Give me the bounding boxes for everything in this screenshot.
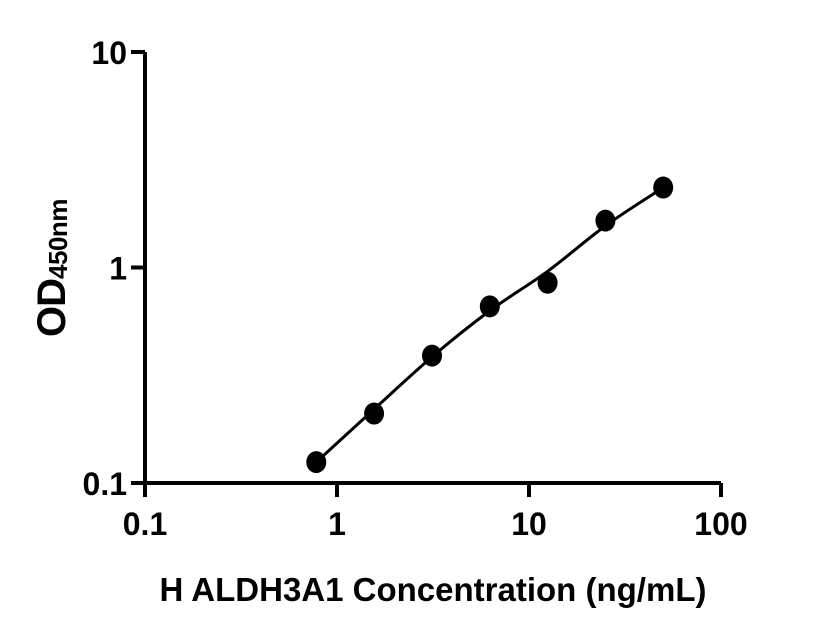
axis-ticks xyxy=(131,50,723,497)
x-tick-label: 100 xyxy=(694,506,747,542)
data-point-marker xyxy=(595,209,616,232)
x-tick-label: 1 xyxy=(328,506,346,542)
axes xyxy=(143,52,721,485)
data-point-marker xyxy=(653,176,674,199)
axis-spine xyxy=(143,52,721,485)
axis-tick-labels: 0.1 1 10 100 0.1 1 10 xyxy=(83,35,748,542)
y-tick-label: 10 xyxy=(91,35,127,71)
data-point-marker xyxy=(422,344,443,367)
x-axis-title: H ALDH3A1 Concentration (ng/mL) xyxy=(160,571,707,608)
data-point-marker xyxy=(364,402,385,425)
x-tick-label: 10 xyxy=(511,506,547,542)
y-axis-title-subscript: 450nm xyxy=(43,199,73,279)
y-axis-title: OD450nm xyxy=(30,199,74,337)
data-point-marker xyxy=(306,451,327,474)
plot-area xyxy=(306,176,674,474)
y-tick-label: 1 xyxy=(109,251,127,287)
y-tick-label: 0.1 xyxy=(83,466,127,502)
data-point-marker xyxy=(479,295,500,318)
x-tick-label: 0.1 xyxy=(123,506,167,542)
data-point-marker xyxy=(537,271,558,294)
y-axis-title-main: OD xyxy=(30,278,74,337)
